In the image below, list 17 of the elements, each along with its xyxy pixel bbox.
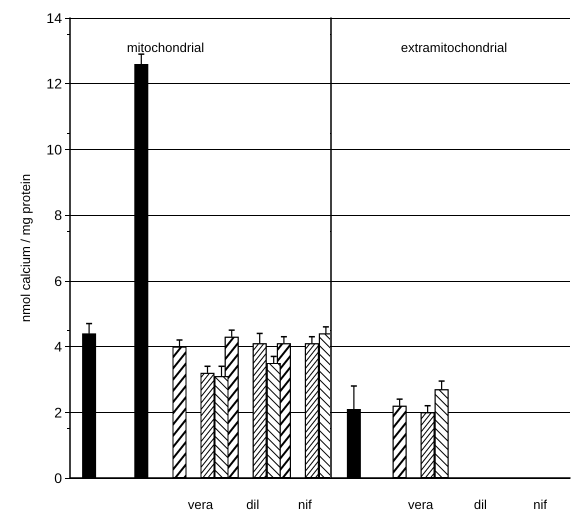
y-tick-label: 2 [54,404,62,420]
x-tick-label: vera [188,497,214,512]
text: mitochondrial [126,40,204,55]
x-tick-label: nif [533,497,548,512]
x-tick-label: dil [246,497,260,512]
text: extramitochondrial [400,40,508,55]
y-tick-label: 4 [54,338,62,355]
y-tick-label: 0 [54,470,62,486]
y-tick-label: 6 [54,272,62,289]
y-tick-label: 14 [46,10,62,26]
y-tick-label: 10 [46,141,62,158]
x-tick-label: vera [408,497,434,512]
y-axis-title: nmol calcium / mg protein [18,174,33,322]
y-tick-label: 12 [46,76,62,92]
x-tick-label: dil [474,497,487,512]
y-tick-label: 8 [54,207,62,224]
x-tick-label: nif [298,497,312,512]
